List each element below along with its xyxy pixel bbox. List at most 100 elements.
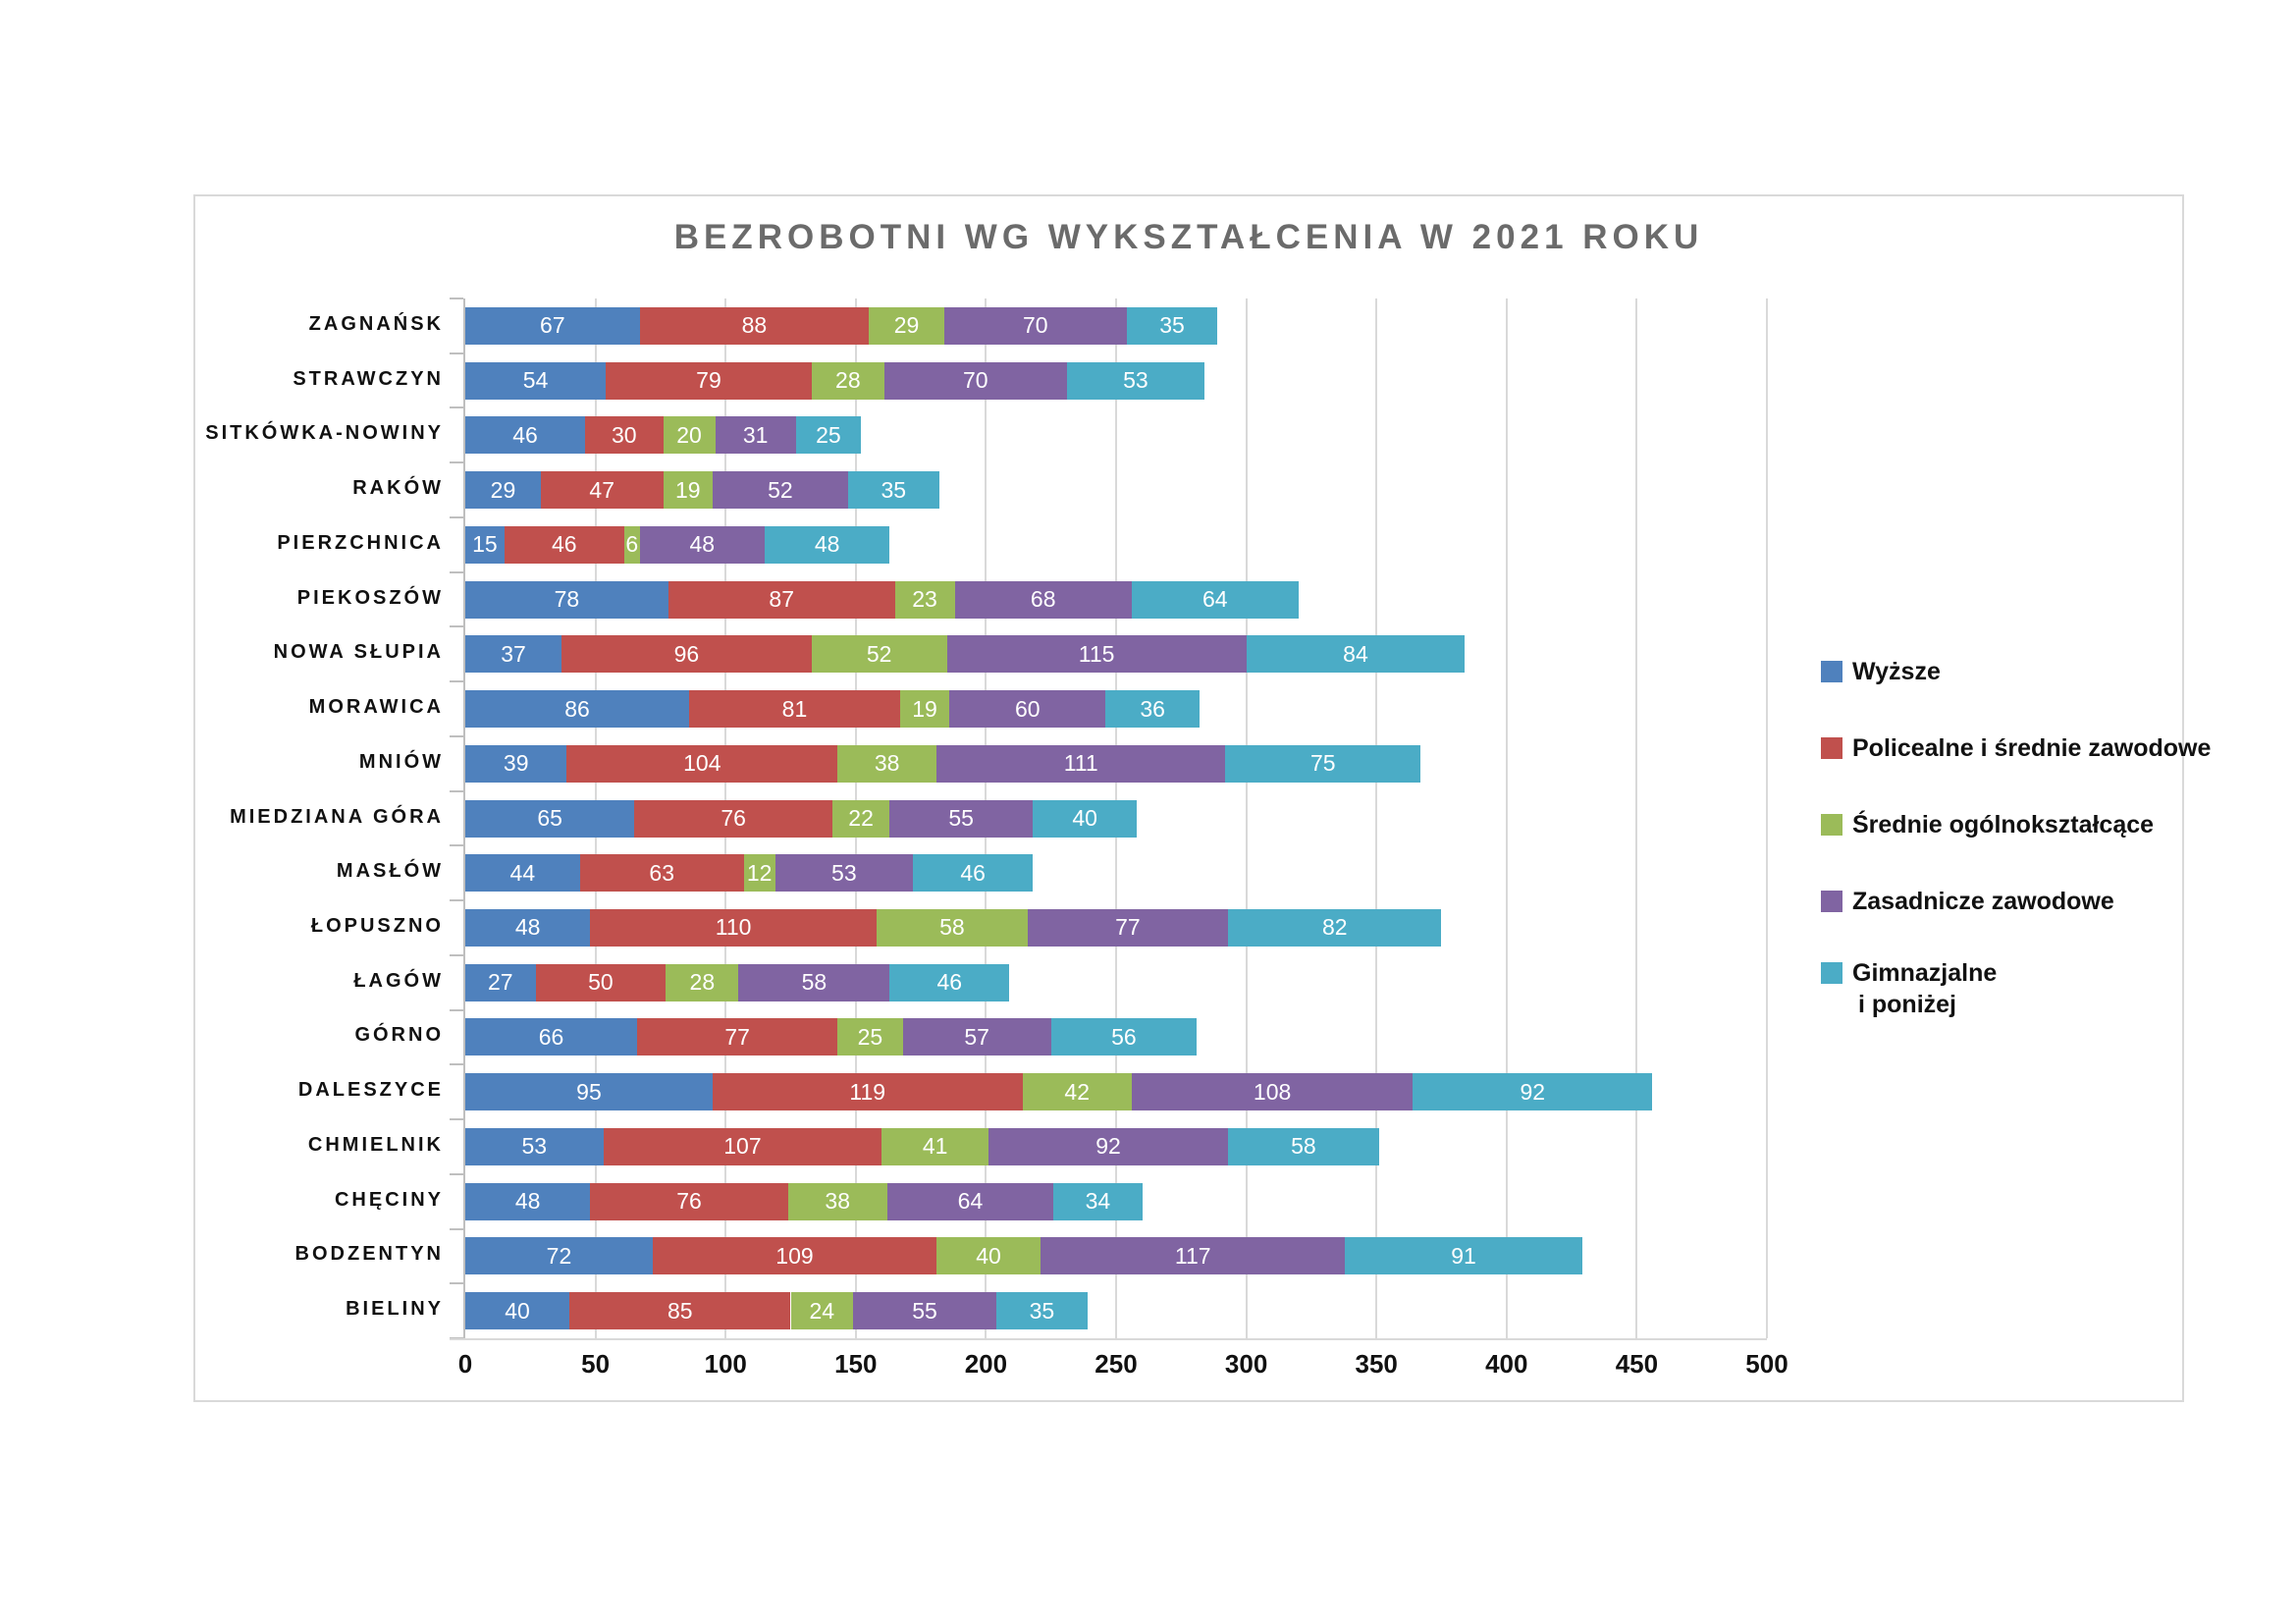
bar-value-label: 36 — [1140, 695, 1165, 722]
bar-value-label: 70 — [962, 367, 988, 394]
bar-segment: 35 — [1126, 306, 1218, 345]
bar-value-label: 29 — [893, 312, 920, 339]
bar-value-label: 77 — [1115, 914, 1141, 941]
bar-segment: 60 — [949, 690, 1106, 729]
bar-value-label: 48 — [814, 531, 840, 558]
bar-segment: 72 — [465, 1237, 653, 1275]
category-label: CHĘCINY — [334, 1188, 444, 1211]
bar-value-label: 46 — [551, 531, 577, 558]
bar-value-label: 55 — [948, 805, 974, 831]
bar-value-label: 39 — [503, 750, 529, 777]
bar-segment: 75 — [1225, 744, 1421, 783]
bar-value-label: 115 — [1078, 640, 1115, 667]
bar-value-label: 52 — [866, 640, 892, 667]
bar-value-label: 20 — [676, 421, 702, 448]
legend-swatch — [1821, 661, 1842, 682]
bar-segment: 35 — [996, 1292, 1088, 1330]
bar-segment: 56 — [1050, 1018, 1198, 1056]
bar-segment: 34 — [1053, 1182, 1143, 1220]
gridline-x-300 — [1245, 298, 1248, 1338]
bar-segment: 91 — [1345, 1237, 1582, 1275]
bar-segment: 77 — [637, 1018, 838, 1056]
bar-value-label: 30 — [611, 421, 637, 448]
bar-segment: 50 — [535, 963, 667, 1001]
bar-value-label: 28 — [689, 969, 716, 996]
bar-segment: 58 — [877, 908, 1028, 947]
bar-segment: 117 — [1041, 1237, 1346, 1275]
bar-value-label: 82 — [1321, 914, 1348, 941]
category-label: MORAWICA — [308, 696, 444, 719]
y-axis-tick — [450, 953, 463, 956]
bar-value-label: 37 — [501, 640, 526, 667]
bar-segment: 53 — [774, 854, 914, 893]
bar-segment: 96 — [561, 635, 812, 674]
bar-segment: 30 — [584, 416, 664, 455]
bar-segment: 55 — [853, 1292, 996, 1330]
bar-value-label: 96 — [673, 640, 700, 667]
legend-swatch — [1821, 814, 1842, 836]
bar-segment: 41 — [881, 1127, 989, 1165]
bar-segment: 58 — [1228, 1127, 1379, 1165]
bar-value-label: 40 — [976, 1242, 1001, 1269]
bar-value-label: 58 — [801, 969, 828, 996]
bar-value-label: 65 — [537, 805, 562, 831]
bar-segment: 104 — [566, 744, 838, 783]
y-axis-tick — [450, 625, 463, 628]
bar-value-label: 35 — [1029, 1297, 1055, 1324]
legend-swatch — [1821, 737, 1842, 759]
bar-segment: 28 — [666, 963, 739, 1001]
gridline-x-400 — [1505, 298, 1508, 1338]
category-label: BODZENTYN — [294, 1243, 444, 1266]
bar-segment: 55 — [889, 799, 1034, 838]
bar-segment: 38 — [787, 1182, 887, 1220]
bar-segment: 63 — [579, 854, 744, 893]
bar-value-label: 92 — [1520, 1078, 1546, 1105]
bar-segment: 20 — [663, 416, 716, 455]
bar-segment: 46 — [889, 963, 1010, 1001]
legend-label-line: Policealne i średnie zawodowe — [1852, 734, 2212, 762]
bar-value-label: 63 — [649, 859, 675, 886]
bar-value-label: 75 — [1310, 750, 1336, 777]
bar-value-label: 41 — [922, 1133, 948, 1160]
bar-value-label: 86 — [564, 695, 590, 722]
y-axis-tick — [450, 1118, 463, 1121]
category-label: ŁAGÓW — [353, 969, 444, 992]
bar-segment: 87 — [667, 580, 895, 619]
category-label: RAKÓW — [352, 477, 444, 500]
category-label: MASŁÓW — [336, 860, 444, 883]
bar-value-label: 29 — [490, 476, 516, 503]
bar-value-label: 48 — [514, 1188, 541, 1215]
bar-value-label: 84 — [1343, 640, 1368, 667]
bar-value-label: 56 — [1111, 1023, 1137, 1050]
bar-value-label: 31 — [742, 421, 769, 448]
legend-item-label: Policealne i średnie zawodowe — [1852, 732, 2211, 764]
bar-value-label: 107 — [723, 1133, 762, 1160]
bar-value-label: 28 — [835, 367, 861, 394]
x-axis-tick-label: 100 — [704, 1349, 747, 1379]
bar-value-label: 68 — [1030, 586, 1056, 613]
bar-segment: 65 — [465, 799, 635, 838]
y-axis-tick — [450, 1172, 463, 1175]
legend-item-label: Wyższe — [1852, 656, 1941, 687]
bar-segment: 48 — [465, 908, 591, 947]
bar-value-label: 6 — [625, 531, 639, 558]
category-label: GÓRNO — [354, 1024, 444, 1047]
bar-value-label: 70 — [1022, 312, 1048, 339]
bar-segment: 54 — [465, 361, 607, 400]
bar-segment: 76 — [590, 1182, 788, 1220]
bar-value-label: 19 — [674, 476, 701, 503]
bar-segment: 39 — [465, 744, 567, 783]
bar-value-label: 119 — [849, 1078, 886, 1105]
bar-value-label: 81 — [781, 695, 808, 722]
x-axis-tick-label: 300 — [1224, 1349, 1268, 1379]
bar-segment: 28 — [811, 361, 884, 400]
x-axis-tick-label: 350 — [1355, 1349, 1398, 1379]
bar-segment: 53 — [1066, 361, 1205, 400]
bar-segment: 19 — [899, 690, 950, 729]
bar-value-label: 109 — [775, 1242, 814, 1269]
bar-segment: 70 — [943, 306, 1127, 345]
category-label: ZAGNAŃSK — [308, 312, 444, 335]
bar-value-label: 25 — [857, 1023, 883, 1050]
bar-value-label: 52 — [768, 476, 793, 503]
